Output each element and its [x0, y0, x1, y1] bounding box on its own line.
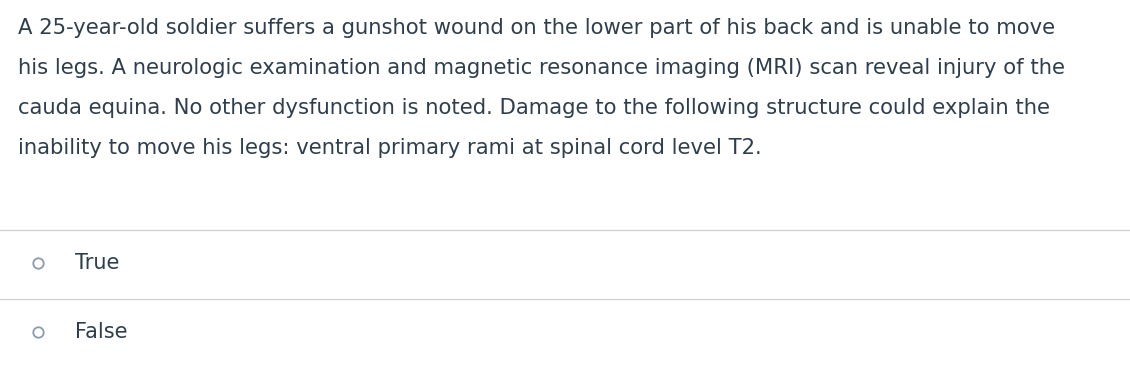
Text: False: False [75, 322, 128, 342]
Text: his legs. A neurologic examination and magnetic resonance imaging (MRI) scan rev: his legs. A neurologic examination and m… [18, 58, 1064, 78]
Text: inability to move his legs: ventral primary rami at spinal cord level T2.: inability to move his legs: ventral prim… [18, 138, 762, 158]
Text: A 25-year-old soldier suffers a gunshot wound on the lower part of his back and : A 25-year-old soldier suffers a gunshot … [18, 18, 1055, 38]
Text: True: True [75, 253, 120, 273]
Text: cauda equina. No other dysfunction is noted. Damage to the following structure c: cauda equina. No other dysfunction is no… [18, 98, 1050, 118]
